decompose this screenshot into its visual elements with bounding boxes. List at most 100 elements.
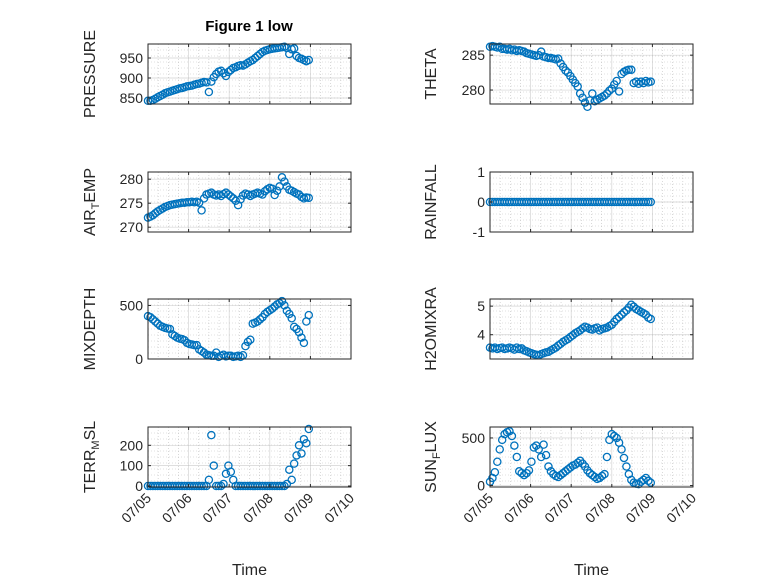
y-tick-label: 500	[462, 430, 486, 446]
data-point	[204, 475, 214, 485]
data-point	[272, 186, 282, 195]
data-point	[602, 452, 612, 462]
y-tick-label: 280	[120, 171, 144, 187]
data-point	[280, 301, 289, 310]
y-tick-label: 280	[462, 82, 486, 98]
grid	[147, 299, 352, 360]
y-tick-label: 0	[477, 194, 485, 210]
y-tick-label: 200	[120, 437, 144, 453]
data-point	[297, 449, 306, 458]
data-point	[302, 439, 311, 448]
subplot-air_temp: 270 275 280 AIRTEMP	[82, 168, 352, 236]
y-tick-label: 0	[135, 478, 143, 494]
axes-box	[147, 171, 352, 233]
data-point	[270, 190, 279, 200]
grid	[147, 172, 352, 232]
data-point	[641, 197, 651, 207]
grid	[147, 44, 352, 104]
data-point	[289, 459, 299, 468]
y-tick-label: 950	[120, 50, 144, 66]
axes-box	[489, 298, 694, 360]
data-point	[226, 467, 236, 476]
data-point	[255, 315, 265, 324]
data-point	[289, 44, 299, 53]
data-point	[219, 479, 228, 489]
axes-box	[147, 426, 352, 488]
data-point	[285, 465, 294, 474]
subplot-pressure: 850 900 950 PRESSURE	[82, 30, 352, 118]
data-point	[578, 93, 587, 102]
data-point	[580, 98, 590, 107]
data-point	[607, 84, 617, 93]
data-point	[605, 86, 614, 95]
data-point	[207, 77, 216, 86]
data-point	[202, 78, 211, 87]
data-point	[280, 481, 289, 491]
series-markers	[143, 424, 314, 491]
data-point	[277, 481, 287, 491]
data-point	[165, 324, 175, 334]
data-point	[646, 478, 656, 487]
data-point	[277, 296, 287, 306]
y-axis-label: TERRMSL	[82, 421, 102, 493]
data-point	[495, 445, 504, 454]
data-point	[644, 476, 653, 486]
data-point	[627, 300, 636, 309]
grid	[147, 427, 352, 487]
data-point	[619, 308, 629, 317]
y-axis-label: RAINFALL	[423, 164, 440, 240]
axes-box	[147, 43, 352, 105]
data-point	[614, 312, 624, 322]
data-point	[573, 458, 582, 467]
y-axis-label: AIRTEMP	[82, 168, 102, 236]
y-axis-label: SUNFLUX	[423, 421, 443, 493]
axes-box	[489, 43, 694, 105]
y-tick-label: 850	[120, 90, 144, 106]
data-point	[619, 453, 629, 463]
series-markers	[485, 41, 656, 112]
data-point	[627, 65, 636, 75]
data-point	[197, 206, 206, 215]
data-point	[617, 310, 626, 319]
data-point	[214, 481, 223, 491]
y-tick-label: -1	[473, 224, 486, 240]
data-point	[646, 314, 656, 324]
data-point	[151, 317, 160, 326]
data-point	[536, 452, 546, 462]
data-point	[519, 470, 529, 480]
y-tick-label: 275	[120, 195, 144, 211]
subplot-mixdepth: 0 500 MIXDEPTH	[82, 288, 352, 370]
data-point	[289, 322, 299, 332]
data-point	[297, 333, 306, 342]
y-tick-label: 0	[477, 478, 485, 494]
subplot-rainfall: -1 0 1 RAINFALL	[423, 164, 694, 240]
data-point	[190, 340, 199, 350]
data-point	[495, 42, 504, 52]
data-point	[246, 335, 255, 344]
data-point	[243, 337, 253, 347]
data-point	[267, 304, 277, 313]
data-point	[277, 173, 287, 182]
data-point	[541, 450, 551, 460]
figure-title: Figure 1 low	[205, 18, 293, 35]
data-point	[292, 451, 301, 460]
series-markers	[485, 427, 656, 489]
data-point	[148, 315, 158, 324]
data-point	[624, 65, 634, 75]
data-point	[602, 89, 612, 98]
data-point	[553, 54, 563, 63]
data-point	[194, 198, 204, 207]
data-point	[534, 445, 543, 454]
data-point	[493, 457, 502, 467]
axes-box	[489, 426, 694, 488]
data-point	[294, 327, 304, 337]
data-point	[512, 452, 522, 462]
data-point	[192, 340, 201, 350]
data-point	[529, 443, 539, 452]
data-point	[197, 481, 206, 491]
y-axis-label: THETA	[423, 48, 440, 100]
data-point	[622, 462, 631, 471]
data-point	[544, 462, 553, 471]
data-point	[600, 91, 609, 100]
